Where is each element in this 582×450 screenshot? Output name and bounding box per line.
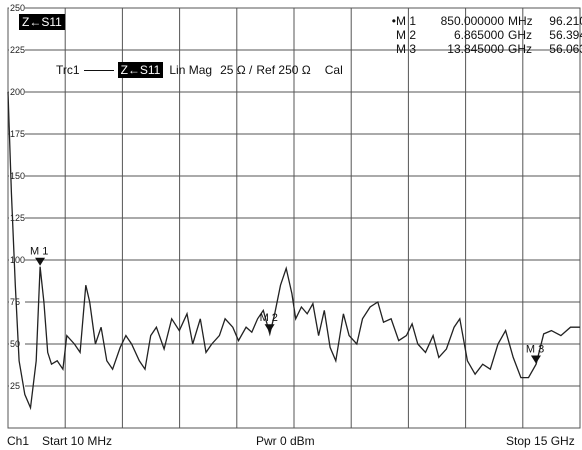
- y-tick-background: [9, 338, 25, 349]
- trace-format[interactable]: Lin Mag: [169, 63, 213, 77]
- trace-line-swatch: [83, 69, 114, 71]
- trace-ref[interactable]: Ref 250 Ω: [256, 63, 311, 77]
- marker-label[interactable]: M 2: [260, 312, 278, 324]
- start-frequency[interactable]: Start 10 MHz: [42, 434, 113, 448]
- y-tick-background: [9, 86, 25, 97]
- y-tick-label: 75: [10, 297, 20, 307]
- channel-label[interactable]: Ch1: [7, 434, 30, 448]
- marker-freq: 6.865000: [453, 28, 504, 42]
- marker-table[interactable]: •M 1 850.000000 MHz 96.210 Ω M 2 6.86500…: [366, 14, 582, 56]
- marker-row[interactable]: M 3 13.845000 GHz 56.063 Ω: [366, 42, 582, 56]
- marker-triangle[interactable]: [35, 257, 46, 266]
- marker-freq: 13.845000: [447, 42, 504, 56]
- marker-value: 96.210: [549, 14, 582, 28]
- y-tick-label: 150: [10, 171, 25, 181]
- trace-line: [7, 91, 580, 411]
- marker-value: 56.394: [549, 28, 582, 42]
- marker-label[interactable]: M 3: [526, 343, 544, 355]
- trace-cal[interactable]: Cal: [324, 63, 343, 77]
- y-tick-background: [9, 128, 25, 139]
- y-tick-background: [9, 2, 25, 13]
- trace-markers[interactable]: M 1 M 2 M 3: [30, 246, 544, 364]
- y-tick-background: [9, 44, 25, 55]
- marker-label[interactable]: M 1: [30, 246, 48, 258]
- y-tick-label: 250: [10, 3, 25, 13]
- trace-title-badge[interactable]: Z←S11: [19, 14, 65, 30]
- marker-triangle[interactable]: [264, 324, 275, 333]
- marker-freq-unit: MHz: [508, 14, 533, 28]
- trace-measurement-badge[interactable]: Z←S11: [117, 62, 164, 78]
- trace-info-line[interactable]: Trc1 Z←S11 Lin Mag 25 Ω / Ref 250 Ω Cal: [56, 62, 343, 78]
- marker-name: M 2: [395, 28, 416, 42]
- marker-freq: 850.000000: [440, 14, 504, 28]
- plot-grid: [7, 7, 581, 429]
- y-tick-label: 225: [10, 45, 25, 55]
- marker-value: 56.063: [549, 42, 582, 56]
- marker-name: M 3: [395, 42, 416, 56]
- marker-name: •M 1: [391, 14, 416, 28]
- y-tick-label: 175: [10, 129, 25, 139]
- stop-frequency[interactable]: Stop 15 GHz: [506, 434, 575, 448]
- y-axis-ticks: 250 225 200 175 150 125 100 75 50 25: [9, 2, 25, 391]
- y-tick-background: [9, 296, 25, 307]
- y-tick-label: 100: [10, 255, 25, 265]
- y-tick-background: [9, 254, 25, 265]
- y-tick-background: [9, 170, 25, 181]
- marker-triangle[interactable]: [530, 355, 541, 364]
- y-tick-label: 25: [10, 381, 20, 391]
- marker-freq-unit: GHz: [508, 28, 532, 42]
- marker-row[interactable]: M 2 6.865000 GHz 56.394 Ω: [366, 28, 582, 42]
- marker-freq-unit: GHz: [508, 42, 532, 56]
- y-tick-label: 125: [10, 213, 25, 223]
- marker-row[interactable]: •M 1 850.000000 MHz 96.210 Ω: [366, 14, 582, 28]
- y-tick-label: 200: [10, 87, 25, 97]
- y-tick-background: [9, 380, 25, 391]
- y-tick-background: [9, 212, 25, 223]
- y-tick-label: 50: [10, 339, 20, 349]
- trace-scale[interactable]: 25 Ω /: [220, 63, 253, 77]
- trace-name[interactable]: Trc1: [56, 63, 80, 77]
- power-level[interactable]: Pwr 0 dBm: [256, 434, 315, 448]
